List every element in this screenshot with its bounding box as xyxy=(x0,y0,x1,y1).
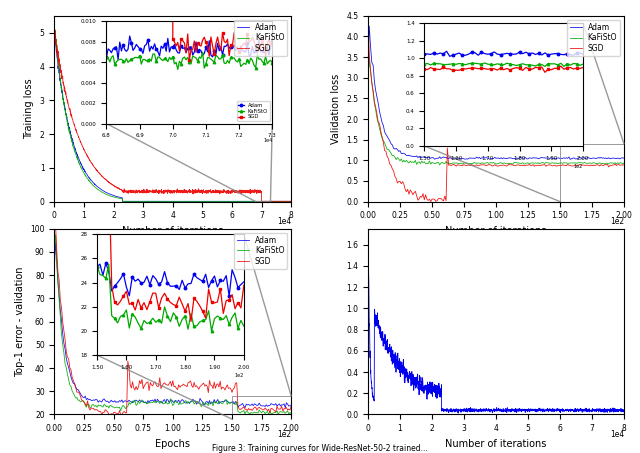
X-axis label: Number of iterations: Number of iterations xyxy=(445,439,547,449)
Y-axis label: Training loss: Training loss xyxy=(24,78,35,139)
Legend: Adam, KaFiStO, SGD: Adam, KaFiStO, SGD xyxy=(234,19,287,56)
X-axis label: Number of iterations: Number of iterations xyxy=(122,226,223,236)
Y-axis label: Validation loss: Validation loss xyxy=(331,73,340,144)
Text: 1e4: 1e4 xyxy=(610,430,624,439)
Bar xyxy=(232,396,291,419)
X-axis label: Number of iterations: Number of iterations xyxy=(445,226,547,236)
Bar xyxy=(560,144,624,202)
Text: 1e2: 1e2 xyxy=(610,217,624,226)
Y-axis label: Top-1 error - validation: Top-1 error - validation xyxy=(15,266,24,377)
Text: 1e4: 1e4 xyxy=(277,217,291,226)
Text: 1e2: 1e2 xyxy=(277,430,291,439)
Legend: Adam, KaFiStO, SGD: Adam, KaFiStO, SGD xyxy=(234,232,287,269)
Legend: Adam, KaFiStO, SGD: Adam, KaFiStO, SGD xyxy=(567,19,620,56)
X-axis label: Epochs: Epochs xyxy=(156,439,190,449)
Text: Figure 3: Training curves for Wide-ResNet-50-2 trained...: Figure 3: Training curves for Wide-ResNe… xyxy=(212,444,428,453)
